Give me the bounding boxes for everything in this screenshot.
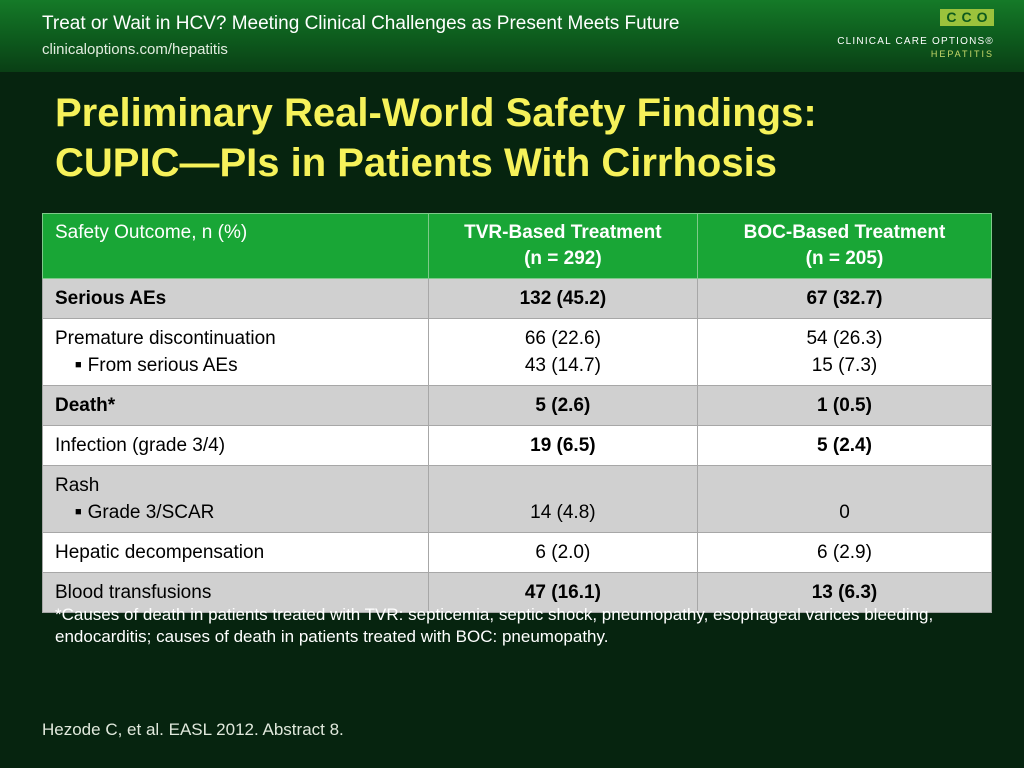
boc-value: 1 (0.5) — [696, 385, 993, 426]
boc-value-sub: 0 — [839, 502, 850, 523]
tvr-value-main: 66 (22.6) — [524, 328, 601, 349]
tvr-value-sub: 43 (14.7) — [524, 355, 601, 376]
footnote: *Causes of death in patients treated wit… — [55, 604, 975, 648]
row-label: Death* — [42, 385, 429, 426]
table-row: Serious AEs 132 (45.2) 67 (32.7) — [42, 278, 993, 319]
square-bullet-icon: ■ — [75, 506, 82, 518]
presentation-title: Treat or Wait in HCV? Meeting Clinical C… — [42, 13, 680, 34]
header-boc-line-2: (n = 205) — [805, 248, 884, 269]
boc-value: 54 (26.3) 15 (7.3) — [696, 318, 993, 386]
row-label: Hepatic decompensation — [42, 532, 429, 573]
cco-logo-mark: C C O — [837, 9, 994, 26]
logo-letter-2: C — [961, 9, 972, 25]
logo-name: CLINICAL CARE OPTIONS® — [837, 36, 994, 47]
cco-logo: C C O CLINICAL CARE OPTIONS® HEPATITIS — [837, 9, 994, 59]
footnote-text: Causes of death in patients treated with… — [55, 605, 934, 646]
header-tvr: TVR-Based Treatment (n = 292) — [427, 213, 698, 279]
header-tvr-line-1: TVR-Based Treatment — [464, 222, 662, 243]
header-tvr-line-2: (n = 292) — [524, 248, 602, 269]
row-sublabel: ■ Grade 3/SCAR — [55, 499, 416, 526]
boc-value-main: 54 (26.3) — [806, 328, 883, 349]
table-row: Blood transfusions 47 (16.1) 13 (6.3) — [42, 572, 993, 613]
tvr-value: 6 (2.0) — [427, 532, 698, 573]
slide-title: Preliminary Real-World Safety Findings: … — [55, 88, 995, 188]
row-label: Serious AEs — [42, 278, 429, 319]
table-row: Death* 5 (2.6) 1 (0.5) — [42, 385, 993, 426]
row-label: Blood transfusions — [42, 572, 429, 613]
header-outcome: Safety Outcome, n (%) — [42, 213, 429, 279]
boc-value: 13 (6.3) — [696, 572, 993, 613]
header-boc-line-1: BOC-Based Treatment — [743, 222, 946, 243]
row-sublabel-text: Grade 3/SCAR — [87, 502, 215, 523]
boc-value: 67 (32.7) — [696, 278, 993, 319]
row-sublabel-text: From serious AEs — [87, 355, 238, 376]
row-label: Infection (grade 3/4) — [42, 425, 429, 466]
row-label: Rash ■ Grade 3/SCAR — [42, 465, 429, 533]
boc-value: 5 (2.4) — [696, 425, 993, 466]
table-header-row: Safety Outcome, n (%) TVR-Based Treatmen… — [42, 213, 993, 279]
footnote-marker: * — [55, 605, 62, 624]
table-row: Infection (grade 3/4) 19 (6.5) 5 (2.4) — [42, 425, 993, 466]
boc-value: 0 — [696, 465, 993, 533]
slide-title-line-2: CUPIC—PIs in Patients With Cirrhosis — [55, 141, 777, 185]
boc-value: 6 (2.9) — [696, 532, 993, 573]
safety-table: Safety Outcome, n (%) TVR-Based Treatmen… — [42, 213, 993, 613]
row-label-main: Rash — [55, 475, 100, 496]
tvr-value: 19 (6.5) — [427, 425, 698, 466]
tvr-value: 14 (4.8) — [427, 465, 698, 533]
table-row: Rash ■ Grade 3/SCAR 14 (4.8) 0 — [42, 465, 993, 533]
header-boc: BOC-Based Treatment (n = 205) — [696, 213, 993, 279]
website-url: clinicaloptions.com/hepatitis — [42, 41, 228, 58]
logo-letter-1: C — [946, 9, 957, 25]
tvr-value-sub: 14 (4.8) — [530, 502, 596, 523]
tvr-value: 132 (45.2) — [427, 278, 698, 319]
table-row: Premature discontinuation ■ From serious … — [42, 318, 993, 386]
boc-value-sub: 15 (7.3) — [811, 355, 878, 376]
header-bar: Treat or Wait in HCV? Meeting Clinical C… — [0, 0, 1024, 72]
logo-subtitle: HEPATITIS — [930, 49, 994, 59]
tvr-value: 66 (22.6) 43 (14.7) — [427, 318, 698, 386]
slide-title-line-1: Preliminary Real-World Safety Findings: — [55, 91, 817, 135]
tvr-value: 47 (16.1) — [427, 572, 698, 613]
tvr-value: 5 (2.6) — [427, 385, 698, 426]
logo-letter-3: O — [976, 9, 988, 25]
square-bullet-icon: ■ — [75, 359, 82, 371]
table-row: Hepatic decompensation 6 (2.0) 6 (2.9) — [42, 532, 993, 573]
citation: Hezode C, et al. EASL 2012. Abstract 8. — [42, 720, 344, 739]
row-label-main: Premature discontinuation — [55, 328, 276, 349]
row-sublabel: ■ From serious AEs — [55, 352, 416, 379]
row-label: Premature discontinuation ■ From serious … — [42, 318, 429, 386]
